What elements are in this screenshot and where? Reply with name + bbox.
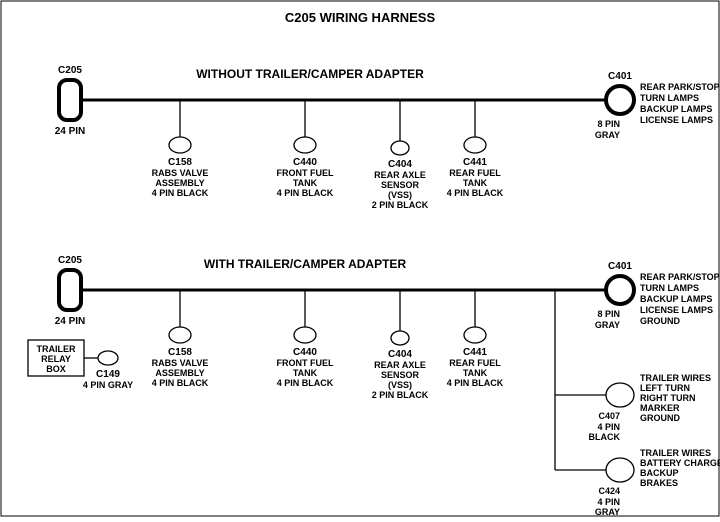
svg-text:BACKUP: BACKUP xyxy=(640,468,679,478)
svg-text:RIGHT TURN: RIGHT TURN xyxy=(640,393,696,403)
svg-text:C158: C158 xyxy=(168,347,192,358)
svg-text:(VSS): (VSS) xyxy=(388,380,412,390)
svg-text:C404: C404 xyxy=(388,349,412,360)
svg-text:4 PIN GRAY: 4 PIN GRAY xyxy=(83,380,133,390)
svg-text:24 PIN: 24 PIN xyxy=(55,126,86,137)
svg-text:MARKER: MARKER xyxy=(640,403,680,413)
svg-text:8 PIN: 8 PIN xyxy=(597,309,620,319)
svg-text:BLACK: BLACK xyxy=(589,432,621,442)
svg-text:TRAILER WIRES: TRAILER WIRES xyxy=(640,373,711,383)
svg-text:8 PIN: 8 PIN xyxy=(597,119,620,129)
svg-text:C404: C404 xyxy=(388,159,412,170)
svg-text:SENSOR: SENSOR xyxy=(381,180,420,190)
svg-text:C401: C401 xyxy=(608,71,632,82)
section-subtitle: WITHOUT TRAILER/CAMPER ADAPTER xyxy=(196,67,424,81)
svg-text:C158: C158 xyxy=(168,157,192,168)
svg-text:C205: C205 xyxy=(58,255,82,266)
svg-text:RELAY: RELAY xyxy=(41,354,71,364)
svg-text:BOX: BOX xyxy=(46,364,66,374)
svg-text:TRAILER WIRES: TRAILER WIRES xyxy=(640,448,711,458)
svg-text:BATTERY CHARGE: BATTERY CHARGE xyxy=(640,458,720,468)
svg-text:(VSS): (VSS) xyxy=(388,190,412,200)
section-subtitle: WITH TRAILER/CAMPER ADAPTER xyxy=(204,257,407,271)
svg-text:24 PIN: 24 PIN xyxy=(55,316,86,327)
svg-text:C149: C149 xyxy=(96,369,120,380)
svg-text:C441: C441 xyxy=(463,347,487,358)
svg-text:ASSEMBLY: ASSEMBLY xyxy=(155,178,204,188)
svg-text:FRONT FUEL: FRONT FUEL xyxy=(277,358,334,368)
svg-text:4 PIN BLACK: 4 PIN BLACK xyxy=(277,378,334,388)
svg-text:GRAY: GRAY xyxy=(595,320,620,330)
svg-text:GRAY: GRAY xyxy=(595,507,620,517)
svg-text:BACKUP LAMPS: BACKUP LAMPS xyxy=(640,294,712,304)
svg-text:REAR AXLE: REAR AXLE xyxy=(374,360,426,370)
svg-text:4 PIN BLACK: 4 PIN BLACK xyxy=(447,188,504,198)
svg-text:REAR FUEL: REAR FUEL xyxy=(449,168,501,178)
svg-text:TANK: TANK xyxy=(293,368,318,378)
svg-text:C440: C440 xyxy=(293,157,317,168)
svg-text:TURN LAMPS: TURN LAMPS xyxy=(640,283,699,293)
svg-text:4 PIN: 4 PIN xyxy=(597,422,620,432)
svg-text:C407: C407 xyxy=(598,411,620,421)
svg-text:GRAY: GRAY xyxy=(595,130,620,140)
svg-text:4 PIN BLACK: 4 PIN BLACK xyxy=(152,188,209,198)
svg-text:ASSEMBLY: ASSEMBLY xyxy=(155,368,204,378)
svg-text:LICENSE LAMPS: LICENSE LAMPS xyxy=(640,305,713,315)
svg-text:TANK: TANK xyxy=(463,178,488,188)
svg-text:TANK: TANK xyxy=(463,368,488,378)
svg-text:C440: C440 xyxy=(293,347,317,358)
svg-text:REAR PARK/STOP: REAR PARK/STOP xyxy=(640,272,720,282)
svg-text:C441: C441 xyxy=(463,157,487,168)
svg-text:4 PIN BLACK: 4 PIN BLACK xyxy=(447,378,504,388)
svg-text:SENSOR: SENSOR xyxy=(381,370,420,380)
svg-text:4 PIN BLACK: 4 PIN BLACK xyxy=(277,188,334,198)
svg-text:4 PIN BLACK: 4 PIN BLACK xyxy=(152,378,209,388)
svg-text:LEFT TURN: LEFT TURN xyxy=(640,383,690,393)
svg-text:REAR PARK/STOP: REAR PARK/STOP xyxy=(640,82,720,92)
svg-text:C424: C424 xyxy=(598,486,620,496)
svg-text:TRAILER: TRAILER xyxy=(37,344,76,354)
svg-text:GROUND: GROUND xyxy=(640,413,680,423)
wiring-diagram: C205 WIRING HARNESS WITHOUT TRAILER/CAMPE… xyxy=(0,0,720,517)
svg-text:2 PIN BLACK: 2 PIN BLACK xyxy=(372,200,429,210)
svg-text:LICENSE LAMPS: LICENSE LAMPS xyxy=(640,115,713,125)
svg-text:REAR AXLE: REAR AXLE xyxy=(374,170,426,180)
svg-text:TURN LAMPS: TURN LAMPS xyxy=(640,93,699,103)
svg-text:REAR FUEL: REAR FUEL xyxy=(449,358,501,368)
svg-text:RABS VALVE: RABS VALVE xyxy=(152,358,209,368)
svg-text:BACKUP LAMPS: BACKUP LAMPS xyxy=(640,104,712,114)
svg-text:C401: C401 xyxy=(608,261,632,272)
svg-text:RABS VALVE: RABS VALVE xyxy=(152,168,209,178)
svg-text:C205: C205 xyxy=(58,65,82,76)
diagram-title: C205 WIRING HARNESS xyxy=(285,10,436,25)
svg-text:2 PIN BLACK: 2 PIN BLACK xyxy=(372,390,429,400)
svg-text:GROUND: GROUND xyxy=(640,316,680,326)
svg-text:TANK: TANK xyxy=(293,178,318,188)
svg-text:BRAKES: BRAKES xyxy=(640,478,678,488)
svg-text:4 PIN: 4 PIN xyxy=(597,497,620,507)
svg-text:FRONT FUEL: FRONT FUEL xyxy=(277,168,334,178)
